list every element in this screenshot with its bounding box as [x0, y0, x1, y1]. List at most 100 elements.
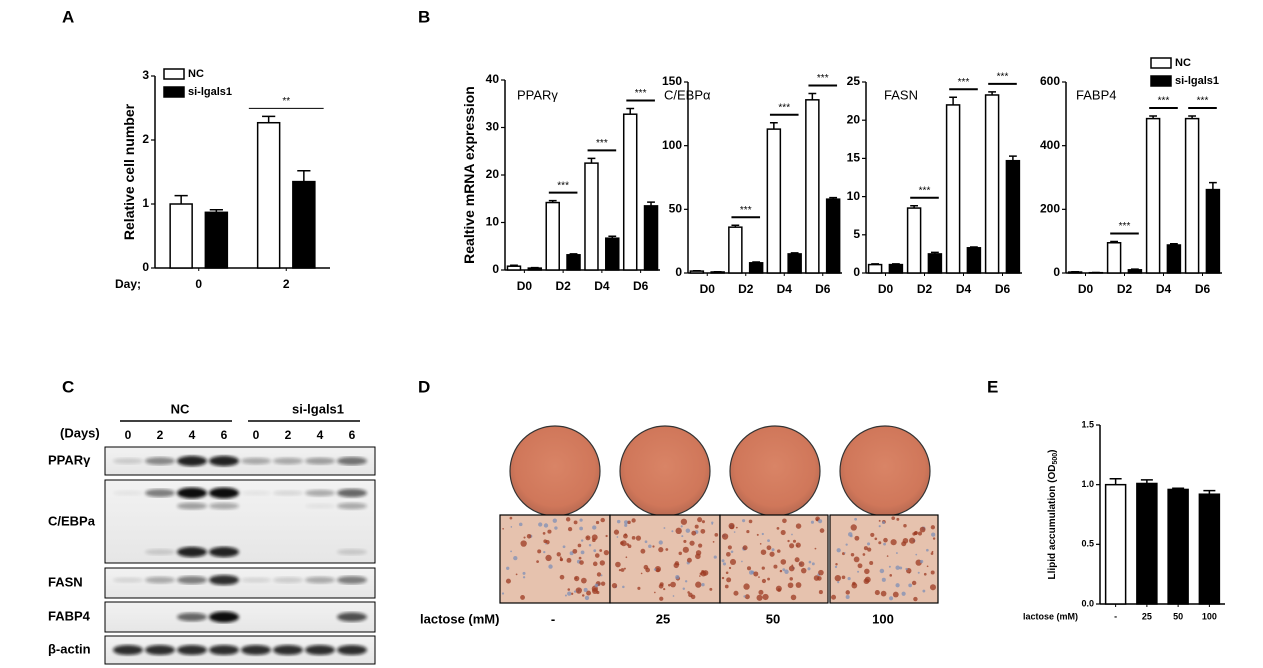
- x-tick-label: D2: [555, 279, 571, 293]
- cell-dot: [847, 577, 851, 581]
- cell-dot: [908, 571, 911, 574]
- day-label: 0: [125, 428, 132, 442]
- cell-dot: [579, 526, 583, 531]
- cell-dot: [575, 587, 582, 594]
- cell-dot: [543, 551, 546, 554]
- cell-dot: [654, 566, 661, 573]
- error-bar: [587, 157, 596, 164]
- cell-dot: [759, 543, 762, 545]
- blot-band: [305, 489, 335, 497]
- error-bar: [752, 261, 761, 263]
- cell-dot: [680, 518, 688, 525]
- error-bar: [174, 194, 188, 204]
- x-tick-label: D2: [738, 282, 754, 296]
- x-tick-label: D0: [878, 282, 894, 296]
- x-tick-label: 2: [283, 277, 290, 291]
- cell-dot: [756, 594, 763, 601]
- cell-dot: [895, 565, 900, 570]
- blot-band: [273, 644, 303, 656]
- bar: [169, 203, 193, 269]
- legend-label: NC: [1175, 57, 1191, 69]
- x-tick-label: 50: [1173, 611, 1183, 621]
- cell-dot: [578, 556, 582, 560]
- cell-dot: [537, 549, 542, 554]
- cell-dot: [845, 543, 848, 546]
- y-tick-label: 0: [1053, 265, 1060, 279]
- blot-band: [113, 458, 143, 464]
- y-axis-label-text: Relative cell number: [121, 103, 137, 240]
- error-bar: [1110, 240, 1118, 243]
- cell-dot: [644, 540, 648, 544]
- x-tick-label: D2: [1117, 282, 1133, 296]
- blot-band: [337, 549, 367, 555]
- cell-dot: [569, 551, 574, 556]
- cell-dot: [658, 583, 664, 589]
- error-bar: [608, 235, 617, 239]
- y-tick-label: 150: [662, 74, 682, 88]
- cell-dot: [683, 539, 687, 543]
- bar: [766, 128, 782, 274]
- dish: [619, 425, 711, 517]
- condition-label: -: [551, 611, 555, 626]
- micrograph: [499, 514, 611, 604]
- cell-dot: [782, 568, 786, 572]
- error-bar: [731, 224, 740, 228]
- cell-dot: [711, 521, 714, 524]
- bar: [1127, 269, 1143, 274]
- significance-label: ***: [778, 102, 790, 113]
- cell-dot: [848, 532, 853, 537]
- blot-row-label: FASN: [48, 574, 83, 589]
- cell-dot: [701, 583, 705, 587]
- cell-dot: [637, 586, 641, 590]
- cell-dot: [790, 594, 797, 601]
- x-tick-label: 25: [1142, 611, 1152, 621]
- blot-band: [337, 502, 367, 510]
- y-tick-label: 1: [142, 196, 149, 210]
- cell-dot: [760, 549, 767, 555]
- cell-dot: [878, 525, 881, 528]
- error-bar: [790, 252, 799, 254]
- cell-dot: [620, 568, 625, 572]
- cell-dot: [631, 518, 636, 523]
- cell-dot: [635, 535, 642, 541]
- bar: [1167, 488, 1189, 605]
- cell-dot: [510, 550, 513, 553]
- cell-dot: [680, 525, 683, 528]
- cell-dot: [695, 581, 702, 588]
- cell-dot: [559, 557, 564, 562]
- x-axis-label: lactose (mM): [1023, 611, 1078, 621]
- blot-band: [241, 577, 271, 583]
- condition-label: 25: [656, 611, 670, 626]
- y-tick-label: 0: [492, 262, 499, 276]
- cell-dot: [901, 591, 906, 596]
- cell-dot: [886, 555, 889, 557]
- y-tick-label: 40: [486, 72, 500, 86]
- bar: [643, 205, 659, 271]
- cell-dot: [767, 577, 770, 581]
- blot-band: [177, 546, 207, 558]
- cell-dot: [592, 561, 598, 567]
- cell-dot: [648, 544, 652, 549]
- blot-row-label: FABP4: [48, 608, 91, 623]
- cell-dot: [575, 577, 578, 580]
- cell-dot: [931, 550, 934, 553]
- cell-dot: [545, 554, 552, 562]
- error-bar: [769, 121, 778, 130]
- cell-dot: [681, 535, 684, 538]
- cell-dot: [841, 575, 846, 580]
- cell-dot: [559, 574, 565, 580]
- cell-dot: [592, 525, 597, 530]
- error-bar: [1209, 181, 1217, 190]
- cell-dot: [543, 523, 549, 528]
- y-tick-label: 3: [142, 68, 149, 82]
- cell-dot: [700, 528, 706, 534]
- cell-dot: [663, 527, 666, 529]
- bar: [1005, 159, 1021, 274]
- cell-dot: [548, 564, 553, 569]
- blot-band: [337, 488, 367, 498]
- cell-dot: [579, 560, 584, 565]
- day-label: 4: [189, 428, 196, 442]
- cell-dot: [562, 545, 566, 549]
- cell-dot: [675, 527, 682, 535]
- x-tick-label: 100: [1202, 611, 1217, 621]
